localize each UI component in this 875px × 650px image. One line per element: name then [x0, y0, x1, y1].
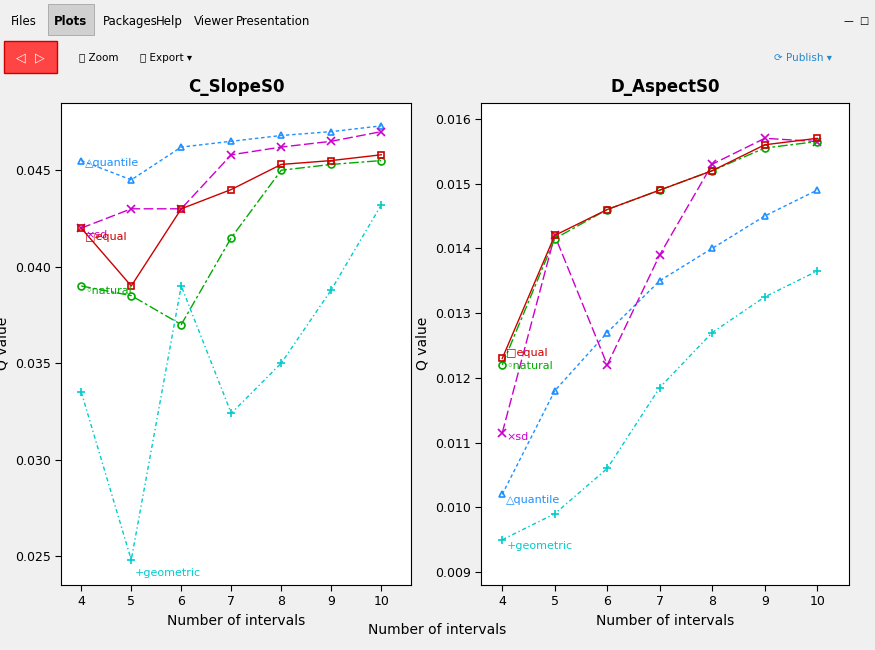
- FancyBboxPatch shape: [0, 0, 875, 42]
- Text: Packages: Packages: [103, 15, 158, 28]
- Text: ▷: ▷: [35, 51, 45, 64]
- Text: Files: Files: [10, 15, 37, 28]
- FancyBboxPatch shape: [48, 4, 94, 34]
- Text: ×sd: ×sd: [85, 230, 108, 240]
- Text: ◦natural: ◦natural: [507, 361, 553, 371]
- Text: △quantile: △quantile: [507, 495, 561, 504]
- Text: Viewer: Viewer: [194, 15, 234, 28]
- Text: Plots: Plots: [54, 15, 88, 28]
- X-axis label: Number of intervals: Number of intervals: [167, 614, 305, 628]
- Text: +geometric: +geometric: [136, 568, 201, 578]
- Title: D_AspectS0: D_AspectS0: [610, 77, 720, 96]
- Text: +geometric: +geometric: [507, 541, 572, 551]
- FancyBboxPatch shape: [4, 41, 57, 73]
- Text: □equal: □equal: [507, 348, 548, 358]
- Text: □equal: □equal: [85, 232, 127, 242]
- Text: Presentation: Presentation: [236, 15, 311, 28]
- Text: Number of intervals: Number of intervals: [368, 623, 507, 637]
- Text: ◦natural: ◦natural: [85, 286, 132, 296]
- Y-axis label: Q value: Q value: [416, 317, 430, 370]
- Text: ◁: ◁: [16, 51, 25, 64]
- Text: —  □: — □: [844, 16, 870, 27]
- Text: △quantile: △quantile: [85, 157, 139, 168]
- Text: ×sd: ×sd: [507, 432, 528, 443]
- Title: C_SlopeS0: C_SlopeS0: [188, 77, 284, 96]
- Y-axis label: Q value: Q value: [0, 317, 10, 370]
- Text: Help: Help: [156, 15, 183, 28]
- Text: 📷 Export ▾: 📷 Export ▾: [140, 53, 192, 62]
- Text: ⟳ Publish ▾: ⟳ Publish ▾: [774, 53, 832, 62]
- X-axis label: Number of intervals: Number of intervals: [596, 614, 734, 628]
- Text: 🔍 Zoom: 🔍 Zoom: [79, 53, 118, 62]
